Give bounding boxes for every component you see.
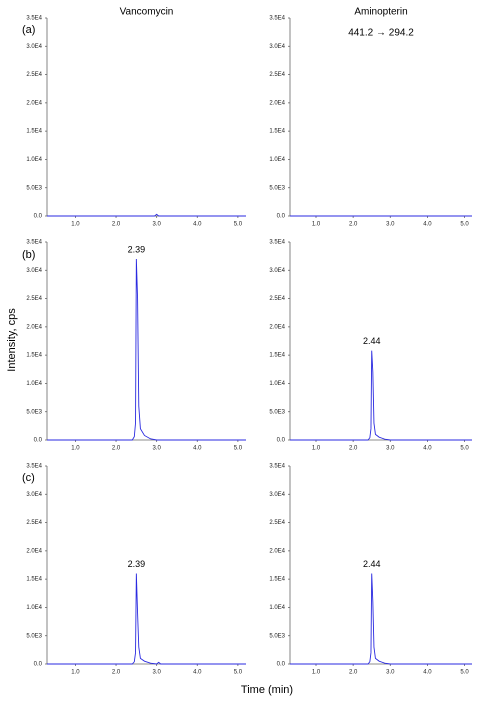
panel-label: (a) (22, 24, 35, 36)
y-tick-label: 5.0E3 (26, 185, 42, 191)
x-tick-label: 3.0 (386, 670, 395, 676)
x-tick-label: 1.0 (312, 446, 321, 452)
y-tick-label: 0.0 (34, 438, 43, 444)
y-tick-label: 3.5E4 (26, 464, 42, 470)
y-tick-label: 3.5E4 (26, 16, 42, 22)
y-tick-label: 2.0E4 (26, 100, 42, 106)
peak-annotation: 2.44 (363, 559, 381, 569)
x-tick-label: 2.0 (349, 670, 358, 676)
x-tick-label: 1.0 (312, 670, 321, 676)
y-tick-label: 5.0E3 (269, 409, 285, 415)
x-tick-label: 4.0 (193, 446, 202, 452)
y-tick-label: 3.5E4 (269, 240, 285, 246)
x-axis-label: Time (min) (241, 684, 293, 696)
x-tick-label: 4.0 (423, 222, 432, 228)
x-tick-label: 2.0 (112, 222, 121, 228)
x-tick-label: 1.0 (71, 670, 80, 676)
y-tick-label: 5.0E3 (26, 409, 42, 415)
y-tick-label: 2.5E4 (26, 296, 42, 302)
x-tick-label: 3.0 (386, 446, 395, 452)
y-tick-label: 2.5E4 (269, 72, 285, 78)
y-tick-label: 1.0E4 (26, 605, 42, 611)
y-tick-label: 3.5E4 (269, 464, 285, 470)
x-tick-label: 2.0 (349, 222, 358, 228)
y-tick-label: 1.0E4 (269, 381, 285, 387)
chromatogram-line (290, 573, 472, 665)
y-tick-label: 1.0E4 (269, 605, 285, 611)
x-tick-label: 4.0 (193, 670, 202, 676)
x-tick-label: 2.0 (112, 446, 121, 452)
chart-title: Aminopterin (354, 7, 407, 18)
panel-label: (c) (22, 472, 35, 484)
y-tick-label: 1.5E4 (269, 577, 285, 583)
peak-annotation: 2.39 (128, 559, 146, 569)
y-tick-label: 2.0E4 (269, 324, 285, 330)
x-tick-label: 1.0 (71, 222, 80, 228)
x-tick-label: 5.0 (460, 446, 469, 452)
x-tick-label: 2.0 (349, 446, 358, 452)
y-tick-label: 2.0E4 (26, 324, 42, 330)
y-tick-label: 1.5E4 (26, 353, 42, 359)
y-tick-label: 2.0E4 (269, 100, 285, 106)
y-tick-label: 0.0 (34, 214, 43, 220)
y-tick-label: 3.0E4 (26, 492, 42, 498)
x-tick-label: 4.0 (423, 446, 432, 452)
chromatogram-line (290, 350, 472, 441)
chromatogram-line (47, 213, 246, 217)
y-tick-label: 1.5E4 (269, 353, 285, 359)
y-tick-label: 3.0E4 (269, 492, 285, 498)
peak-annotation: 2.44 (363, 336, 381, 346)
y-tick-label: 1.0E4 (26, 381, 42, 387)
x-tick-label: 4.0 (423, 670, 432, 676)
y-tick-label: 3.5E4 (26, 240, 42, 246)
x-tick-label: 5.0 (460, 222, 469, 228)
y-tick-label: 1.5E4 (269, 129, 285, 135)
y-tick-label: 3.5E4 (269, 16, 285, 22)
y-tick-label: 2.5E4 (26, 72, 42, 78)
y-tick-label: 3.0E4 (26, 44, 42, 50)
x-tick-label: 3.0 (386, 222, 395, 228)
chromatogram-line (47, 258, 246, 441)
x-tick-label: 5.0 (234, 222, 243, 228)
y-tick-label: 2.5E4 (26, 520, 42, 526)
y-tick-label: 2.0E4 (26, 548, 42, 554)
y-tick-label: 1.0E4 (26, 157, 42, 163)
x-tick-label: 5.0 (460, 670, 469, 676)
y-tick-label: 2.0E4 (269, 548, 285, 554)
y-tick-label: 0.0 (277, 662, 286, 668)
y-tick-label: 1.0E4 (269, 157, 285, 163)
chart-subtitle: 441.2 → 294.2 (348, 28, 414, 39)
y-tick-label: 2.5E4 (269, 520, 285, 526)
y-tick-label: 0.0 (34, 662, 43, 668)
y-axis-label: Intensity, cps (6, 308, 18, 372)
x-tick-label: 1.0 (312, 222, 321, 228)
y-tick-label: 5.0E3 (269, 633, 285, 639)
x-tick-label: 3.0 (152, 446, 161, 452)
chromatogram-line (47, 573, 246, 665)
x-tick-label: 5.0 (234, 670, 243, 676)
x-tick-label: 1.0 (71, 446, 80, 452)
y-tick-label: 5.0E3 (26, 633, 42, 639)
y-tick-label: 0.0 (277, 438, 286, 444)
y-tick-label: 3.0E4 (26, 268, 42, 274)
x-tick-label: 2.0 (112, 670, 121, 676)
peak-annotation: 2.39 (128, 244, 146, 254)
y-tick-label: 2.5E4 (269, 296, 285, 302)
y-tick-label: 1.5E4 (26, 577, 42, 583)
y-tick-label: 1.5E4 (26, 129, 42, 135)
y-tick-label: 0.0 (277, 214, 286, 220)
x-tick-label: 4.0 (193, 222, 202, 228)
y-tick-label: 5.0E3 (269, 185, 285, 191)
x-tick-label: 3.0 (152, 222, 161, 228)
x-tick-label: 3.0 (152, 670, 161, 676)
y-tick-label: 3.0E4 (269, 44, 285, 50)
chart-title: Vancomycin (120, 7, 174, 18)
x-tick-label: 5.0 (234, 446, 243, 452)
y-tick-label: 3.0E4 (269, 268, 285, 274)
panel-label: (b) (22, 249, 35, 261)
